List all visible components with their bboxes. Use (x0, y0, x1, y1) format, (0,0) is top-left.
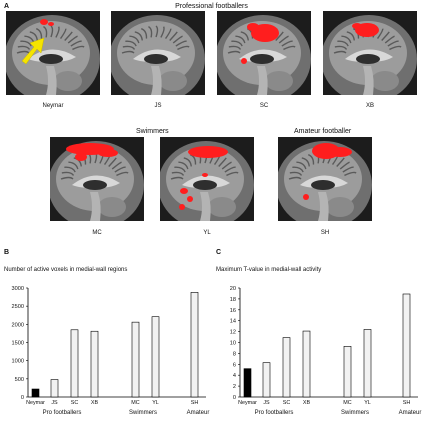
mri-image (160, 137, 254, 221)
scan-label-xb: XB (365, 103, 374, 109)
activation-region (247, 23, 259, 31)
chart-c-title: Maximum T-value in medial-wall activity (216, 267, 322, 273)
activation-region (98, 149, 118, 157)
chart-b-x-tick-label: Neymar (26, 400, 45, 406)
chart-b-bar-yl (151, 316, 160, 398)
chart-c-x-tick-label: JS (263, 400, 270, 406)
mri-image (50, 137, 144, 221)
chart-b-x-tick-label: SC (71, 400, 79, 406)
chart-b-bar-mc (131, 321, 140, 398)
activation-region (241, 58, 247, 64)
chart-c-y-tick-label: 10 (230, 341, 236, 347)
chart-c-x-tick-label: SH (403, 400, 411, 406)
chart-c-y-tick-label: 0 (233, 395, 236, 401)
chart-c-bar-sh (402, 293, 411, 398)
brain-scan-mc (50, 137, 144, 221)
activation-region (187, 196, 193, 202)
activation-region (75, 153, 87, 161)
chart-c-y-tick-label: 8 (233, 351, 236, 357)
brain-scan-js (111, 11, 205, 95)
chart-c-x-tick-label: YL (364, 400, 371, 406)
scan-label-sc: SC (259, 103, 269, 109)
chart-c-x-tick-label: Neymar (238, 400, 257, 406)
chart-b-group-label: Swimmers (129, 410, 157, 416)
activation-region (180, 188, 188, 194)
pro-footballers-header: Professional footballers (175, 3, 248, 10)
activation-region (179, 204, 185, 210)
chart-c-y-tick-label: 20 (230, 286, 236, 292)
chart-c-bar-js (262, 362, 271, 398)
chart-b-title: Number of active voxels in medial-wall r… (4, 267, 128, 273)
amateur-footballer-header: Amateur footballer (294, 128, 352, 135)
brain-scan-sc (217, 11, 311, 95)
chart-c-bar-mc (343, 346, 352, 398)
activation-region (328, 147, 352, 157)
chart-c-y-tick-label: 16 (230, 308, 236, 314)
scan-label-yl: YL (203, 230, 211, 236)
scan-label-neymar: Neymar (42, 103, 64, 109)
chart-c-y-tick-label: 2 (233, 384, 236, 390)
chart-b-x-tick-label: MC (131, 400, 139, 406)
activation-region (303, 194, 309, 200)
chart-b-x-tick-label: SH (191, 400, 199, 406)
chart-c-y-tick-label: 14 (230, 319, 236, 325)
chart-c-bar-neymar (243, 368, 252, 398)
mri-image (6, 11, 100, 95)
chart-b-x-tick-label: YL (152, 400, 159, 406)
activation-region (48, 22, 54, 26)
chart-b-y-tick-label: 3000 (12, 286, 24, 292)
chart-b-y-tick-label: 500 (15, 377, 24, 383)
panel-b-letter: B (4, 249, 10, 256)
chart-b-bar-xb (90, 330, 99, 398)
chart-c-y-tick-label: 12 (230, 330, 236, 336)
panel-c-letter: C (216, 249, 222, 256)
chart-b-group-label: Pro footballers (43, 410, 82, 416)
scan-label-js: JS (154, 103, 162, 109)
panel-a-letter: A (4, 3, 10, 10)
chart-c-bar-yl (363, 329, 372, 398)
activation-region (352, 23, 362, 29)
chart-b-x-tick-label: JS (51, 400, 58, 406)
activation-region (202, 173, 208, 177)
mri-image (217, 11, 311, 95)
chart-c-x-tick-label: XB (303, 400, 311, 406)
chart-c-bar-xb (302, 330, 311, 398)
chart-c-group-label: Swimmers (341, 410, 369, 416)
chart-c-x-tick-label: SC (283, 400, 291, 406)
chart-b-y-tick-label: 2000 (12, 322, 24, 328)
brain-scan-xb (323, 11, 417, 95)
chart-b-y-tick-label: 0 (21, 395, 24, 401)
chart-c-y-tick-label: 4 (233, 373, 236, 379)
chart-c-y-tick-label: 18 (230, 297, 236, 303)
scan-label-mc: MC (92, 230, 102, 236)
chart-b-y-tick-label: 1000 (12, 359, 24, 365)
brain-scan-sh (278, 137, 372, 221)
brain-scan-neymar (6, 11, 100, 95)
chart-b-bar-neymar (31, 388, 40, 398)
chart-b-bar-sh (190, 292, 199, 398)
chart-c-group-label: Amateur (399, 410, 422, 416)
chart-b: 0 500 1000 1500 2000 2500 3000 Neymar JS SC XB MC YL… (12, 286, 210, 416)
activation-region (188, 146, 228, 158)
mri-image (323, 11, 417, 95)
chart-b-y-tick-label: 1500 (12, 341, 24, 347)
chart-c-group-label: Pro footballers (255, 410, 294, 416)
chart-c-bar-sc (282, 337, 291, 398)
chart-b-y-tick-label: 2500 (12, 304, 24, 310)
chart-b-x-tick-label: XB (91, 400, 99, 406)
chart-c: 0 2 4 6 8 10 12 14 16 18 20 Neymar JS SC XB MC YL SH Pro f… (230, 286, 422, 416)
activation-region (40, 19, 48, 25)
chart-b-group-label: Amateur (187, 410, 210, 416)
brain-scan-yl (160, 137, 254, 221)
mri-image (111, 11, 205, 95)
mri-image (278, 137, 372, 221)
arrow-icon (21, 37, 45, 65)
chart-c-x-tick-label: MC (343, 400, 351, 406)
chart-b-bar-sc (70, 329, 79, 398)
scan-label-sh: SH (320, 230, 330, 236)
chart-b-bar-js (50, 379, 59, 398)
chart-c-y-tick-label: 6 (233, 362, 236, 368)
swimmers-header: Swimmers (136, 128, 169, 135)
